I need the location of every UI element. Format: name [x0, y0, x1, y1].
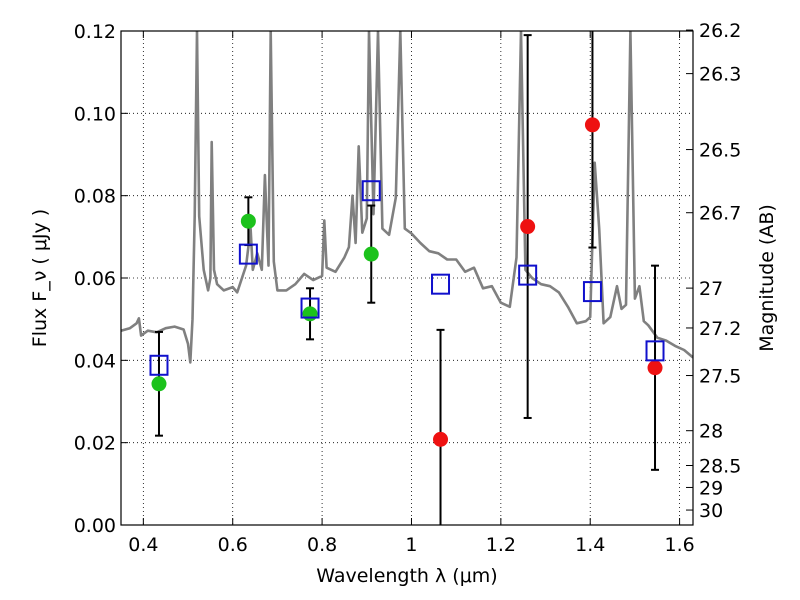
- y-tick-label: 0.10: [74, 103, 116, 125]
- magnitude-tick-label: 27.2: [699, 318, 741, 340]
- model-spectrum-layer: [121, 31, 693, 364]
- y-tick-label: 0.04: [74, 350, 116, 372]
- low-significance-flux-point: [584, 117, 600, 133]
- detected-flux-point: [302, 306, 318, 322]
- grid-lines: [121, 30, 693, 526]
- x-tick-label: 1.2: [486, 534, 516, 556]
- magnitude-tick-label: 28: [699, 421, 723, 443]
- detected-flux-point: [240, 213, 256, 229]
- low-significance-flux-point: [433, 431, 449, 447]
- y-tick-label: 0.06: [74, 268, 116, 290]
- magnitude-tick-label: 26.5: [699, 140, 741, 162]
- error-bars-layer: [154, 31, 660, 525]
- axis-ticks: 0.4 0.6 0.8 1 1.2 1.4 1.6 0.00 0.02 0.04 0.06 0.08 0…: [74, 20, 742, 556]
- model-photometry-square: [431, 273, 451, 295]
- model-photometry-square: [645, 340, 665, 362]
- detected-flux-point: [151, 376, 167, 392]
- detected-flux-point: [363, 246, 379, 262]
- magnitude-tick-label: 28.5: [699, 455, 741, 477]
- magnitude-tick-label: 27.5: [699, 366, 741, 388]
- low-significance-flux-point: [520, 219, 536, 235]
- magnitude-tick-label: 26.3: [699, 64, 741, 86]
- x-axis-label: Wavelength λ (μm): [316, 565, 497, 587]
- x-tick-label: 1: [405, 534, 417, 556]
- magnitude-axis-label: Magnitude (AB): [756, 204, 778, 352]
- model-photometry-square: [361, 180, 381, 202]
- model-photometry-square: [518, 264, 538, 286]
- model-spectrum-line: [121, 31, 693, 364]
- magnitude-tick-label: 26.2: [699, 20, 741, 42]
- y-tick-label: 0.00: [74, 515, 116, 537]
- y-tick-label: 0.02: [74, 433, 116, 455]
- model-photometry-square: [582, 281, 602, 303]
- magnitude-tick-label: 30: [699, 500, 723, 522]
- y-tick-label: 0.08: [74, 186, 116, 208]
- magnitude-tick-label: 26.7: [699, 203, 741, 225]
- x-tick-label: 0.8: [307, 534, 337, 556]
- model-photometry-square: [149, 354, 169, 376]
- magnitude-tick-label: 29: [699, 477, 723, 499]
- x-tick-label: 0.4: [128, 534, 158, 556]
- magnitude-tick-label: 27: [699, 278, 723, 300]
- x-tick-label: 1.6: [664, 534, 694, 556]
- plot-frame: [120, 30, 694, 526]
- model-photometry-square: [238, 243, 258, 265]
- markers-layer: [149, 117, 665, 447]
- model-photometry-square: [300, 297, 320, 319]
- y-axis-label: Flux F_ν ( μJy ): [29, 209, 51, 347]
- x-tick-label: 0.6: [218, 534, 248, 556]
- y-tick-label: 0.12: [74, 21, 116, 43]
- x-tick-label: 1.4: [575, 534, 605, 556]
- low-significance-flux-point: [647, 360, 663, 376]
